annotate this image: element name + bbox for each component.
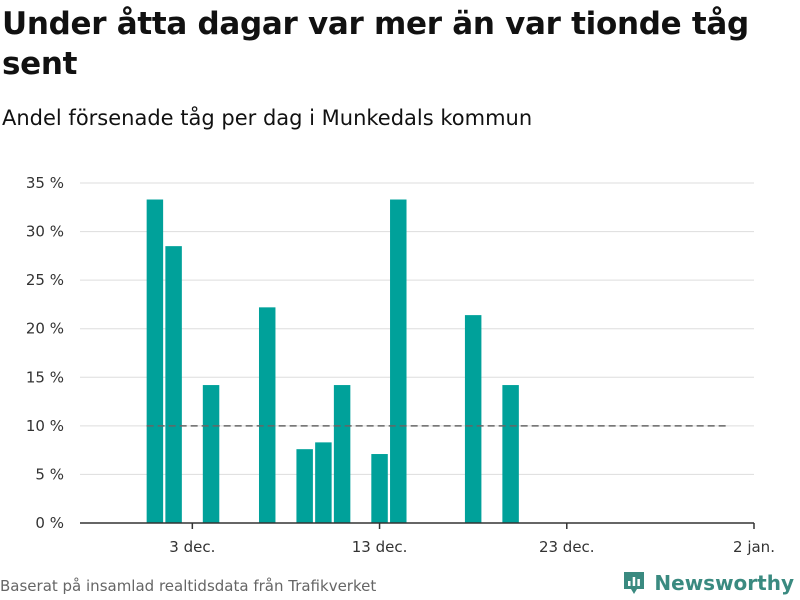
- y-tick-label: 20 %: [26, 320, 64, 338]
- y-tick-label: 0 %: [35, 514, 64, 532]
- brand-logo[interactable]: Newsworthy: [622, 568, 794, 598]
- bar: [371, 454, 388, 523]
- chart-subtitle: Andel försenade tåg per dag i Munkedals …: [2, 106, 533, 130]
- bar: [333, 385, 351, 523]
- x-tick-label: 13 dec.: [352, 538, 408, 556]
- x-tick-label: 2 jan.: [733, 538, 775, 556]
- x-tick-label: 23 dec.: [539, 538, 595, 556]
- bar: [315, 442, 332, 523]
- y-tick-label: 30 %: [26, 223, 64, 241]
- bar: [296, 449, 313, 523]
- chart-title: Under åtta dagar var mer än var tionde t…: [2, 6, 749, 82]
- bar: [202, 385, 220, 523]
- axes: 0 % 5 % 10 % 15 % 20 % 25 % 30 % 35 % 3 dec. 13 d…: [26, 174, 775, 556]
- bar: [390, 199, 407, 523]
- source-note: Baserat på insamlad realtidsdata från Tr…: [0, 577, 377, 595]
- brand-name: Newsworthy: [654, 571, 794, 595]
- bar: [165, 246, 182, 523]
- newsworthy-logo-icon: [624, 572, 645, 594]
- y-tick-label: 35 %: [26, 174, 64, 192]
- bar: [146, 199, 164, 523]
- bars: [146, 199, 519, 523]
- bar: [502, 385, 519, 523]
- y-tick-label: 25 %: [26, 271, 64, 289]
- y-tick-label: 15 %: [26, 368, 64, 386]
- y-tick-label: 10 %: [26, 417, 64, 435]
- bar: [464, 315, 482, 523]
- x-tick-label: 3 dec.: [169, 538, 215, 556]
- y-tick-label: 5 %: [35, 465, 64, 483]
- bar: [258, 307, 276, 523]
